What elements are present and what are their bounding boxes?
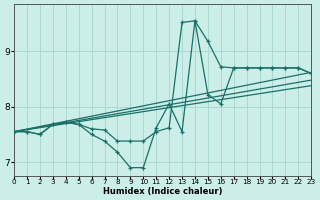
X-axis label: Humidex (Indice chaleur): Humidex (Indice chaleur) bbox=[103, 187, 222, 196]
